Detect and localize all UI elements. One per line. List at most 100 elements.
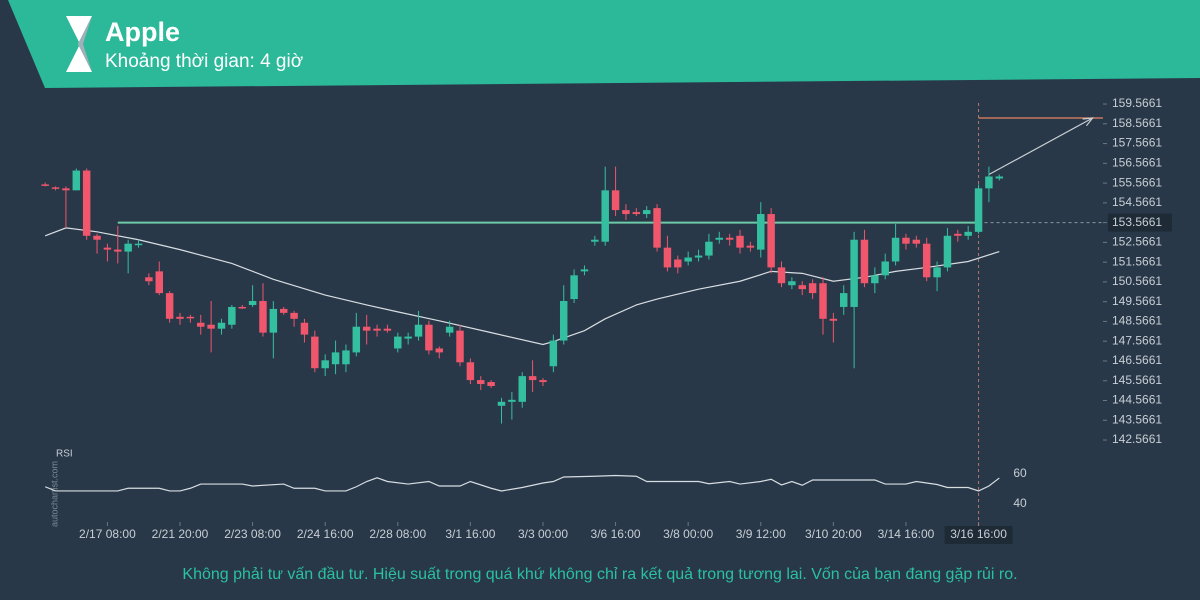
candle-body xyxy=(425,324,433,351)
candle-body xyxy=(259,301,267,333)
candle-body xyxy=(653,208,661,248)
candle-body xyxy=(300,322,309,335)
candle-body xyxy=(114,249,122,252)
candle-body xyxy=(155,271,163,294)
y-tick-label: 142.5661 xyxy=(1112,432,1162,446)
candle-body xyxy=(72,170,81,191)
y-tick-label: 145.5661 xyxy=(1112,373,1162,387)
candle-body xyxy=(674,259,682,268)
y-tick-label: 157.5661 xyxy=(1112,136,1162,150)
candle-body xyxy=(611,190,620,211)
rsi-label: RSI xyxy=(56,449,73,460)
x-tick-label: 3/8 00:00 xyxy=(663,527,713,541)
candle-body xyxy=(497,401,506,406)
candle-body xyxy=(93,235,101,240)
candle-body xyxy=(238,306,246,309)
candle-body xyxy=(632,212,641,215)
forecast-arrow xyxy=(988,117,1093,176)
candle-body xyxy=(757,214,765,250)
y-tick-label: 143.5661 xyxy=(1112,412,1162,426)
candle-body xyxy=(269,308,278,333)
y-tick-label: 153.5661 xyxy=(1112,215,1162,229)
candle-body xyxy=(694,255,703,258)
candle-body xyxy=(788,281,796,286)
candle-body xyxy=(622,210,630,215)
candle-body xyxy=(684,257,692,262)
candle-body xyxy=(954,233,962,236)
candle-body xyxy=(705,241,713,256)
candle-body xyxy=(383,328,392,331)
x-tick-label-box xyxy=(944,526,1013,544)
x-tick-label: 2/21 20:00 xyxy=(152,527,209,541)
candle-body xyxy=(186,316,195,319)
chart-title: Apple xyxy=(105,17,180,47)
candle-body xyxy=(176,316,184,319)
candle-body xyxy=(933,267,941,278)
y-tick-label: 151.5661 xyxy=(1112,254,1162,268)
forecast-arrowhead xyxy=(1082,117,1094,127)
candle-body xyxy=(902,237,910,244)
candle-body xyxy=(559,301,568,341)
y-tick-label: 154.5661 xyxy=(1112,195,1162,209)
candle-body xyxy=(819,283,827,319)
x-tick-label: 2/23 08:00 xyxy=(224,527,281,541)
x-tick-label: 2/17 08:00 xyxy=(79,527,136,541)
x-tick-label: 3/16 16:00 xyxy=(950,527,1007,541)
rsi-tick-label: 60 xyxy=(1013,466,1027,480)
candle-body xyxy=(82,170,91,236)
candle-body xyxy=(331,352,340,365)
candle-body xyxy=(829,318,838,321)
candle-body xyxy=(207,324,215,329)
candle-body xyxy=(922,243,931,278)
candle-body xyxy=(508,399,516,402)
candle-body xyxy=(985,176,993,189)
level-label-box xyxy=(1108,213,1172,232)
candle-body xyxy=(850,239,858,307)
y-tick-label: 156.5661 xyxy=(1112,155,1162,169)
candle-body xyxy=(124,243,132,252)
y-tick-label: 159.5661 xyxy=(1112,96,1162,110)
candle-body xyxy=(51,187,60,189)
candle-body xyxy=(228,306,236,325)
candle-body xyxy=(404,336,412,339)
candle-body xyxy=(881,261,889,276)
candle-body xyxy=(995,176,1004,179)
header-band xyxy=(8,0,1200,88)
candle-body xyxy=(891,237,900,262)
candle-body xyxy=(311,336,319,369)
candle-body xyxy=(145,277,153,282)
rsi-tick-label: 40 xyxy=(1013,496,1027,510)
candle-body xyxy=(798,285,806,290)
candle-body xyxy=(591,239,599,242)
candle-body xyxy=(974,188,983,232)
candle-body xyxy=(165,293,174,319)
y-tick-label: 155.5661 xyxy=(1112,175,1162,189)
candle-body xyxy=(466,362,475,381)
candle-body xyxy=(912,239,921,244)
candle-body xyxy=(767,214,775,268)
candle-body xyxy=(663,247,672,268)
candle-body xyxy=(943,235,952,268)
chart-subtitle: Khoảng thời gian: 4 giờ xyxy=(105,51,303,72)
candle-body xyxy=(871,275,879,284)
candle-body xyxy=(445,326,454,333)
rsi-line xyxy=(44,474,1000,492)
candle-body xyxy=(477,380,485,385)
y-tick-label: 147.5661 xyxy=(1112,333,1162,347)
candle-body xyxy=(725,237,734,240)
x-tick-label: 3/1 16:00 xyxy=(445,527,495,541)
watermark: autochartist.com xyxy=(49,461,59,527)
candle-body xyxy=(839,293,848,307)
candle-body xyxy=(570,275,578,300)
candle-body xyxy=(394,336,402,349)
candle-body xyxy=(362,326,371,331)
candle-body xyxy=(456,330,464,363)
candle-body xyxy=(777,267,786,284)
candle-body xyxy=(715,237,724,240)
y-tick-label: 146.5661 xyxy=(1112,353,1162,367)
candle-body xyxy=(487,382,495,387)
x-tick-label: 3/6 16:00 xyxy=(591,527,641,541)
x-tick-label: 3/10 20:00 xyxy=(805,527,862,541)
